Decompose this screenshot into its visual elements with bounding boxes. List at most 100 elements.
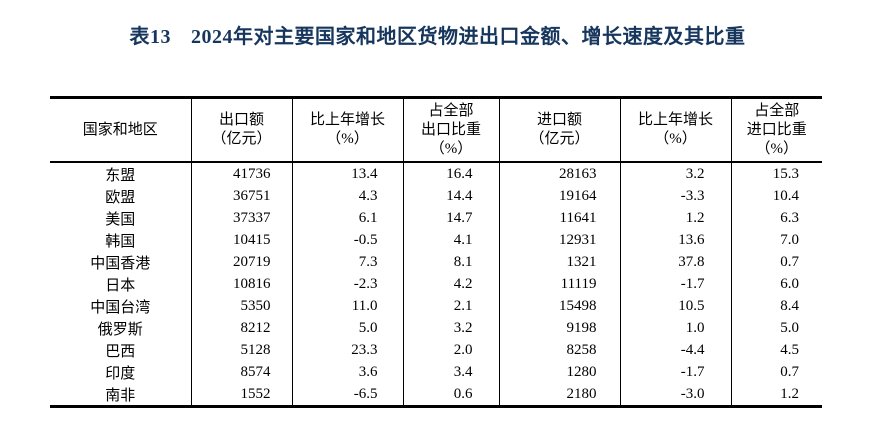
region-cell: 南非 (105, 387, 136, 404)
table-row: 中国台湾 5350 11.0 2.1 15498 10.5 8.4 (50, 295, 822, 317)
value-cell: 20719 (190, 251, 292, 273)
header-cell-region: 国家和地区 (50, 97, 191, 163)
header-line: 占全部 (428, 102, 474, 119)
value-cell: -2.3 (291, 273, 403, 295)
header-line: 进口额 (536, 112, 582, 128)
value-cell: 0.7 (730, 251, 822, 273)
value-cell: 11.0 (291, 295, 403, 317)
header-cell-export-share: 占全部出口比重 （%） (402, 97, 499, 163)
table-row: 欧盟 36751 4.3 14.4 19164 -3.3 10.4 (50, 185, 822, 207)
value-cell: 4.2 (402, 273, 499, 295)
header-cell-import-share: 占全部 进口比重 （%） (730, 97, 822, 163)
region-cell: 韩国 (105, 233, 136, 250)
value-cell: 2.0 (402, 339, 499, 361)
value-cell: 23.3 (291, 339, 403, 361)
header-line: 比上年增长 (637, 112, 713, 128)
value-cell: 16.4 (402, 162, 499, 185)
value-cell: -4.4 (619, 339, 731, 361)
value-cell: 13.6 (619, 229, 731, 251)
table-row: 东盟 41736 13.4 16.4 28163 3.2 15.3 (50, 162, 822, 185)
region-cell: 美国 (105, 211, 136, 228)
value-cell: 4.3 (291, 185, 403, 207)
header-line: （%） (654, 131, 697, 147)
region-cell: 印度 (105, 365, 136, 382)
value-cell: 8574 (190, 361, 292, 383)
header-cell-import-value: 进口额 （亿元） (498, 97, 620, 163)
value-cell: -0.5 (291, 229, 403, 251)
region-cell: 俄罗斯 (97, 321, 143, 338)
table-row: 美国 37337 6.1 14.7 11641 1.2 6.3 (50, 207, 822, 229)
value-cell: 8212 (190, 317, 292, 339)
value-cell: 1321 (498, 251, 620, 273)
value-cell: 8.1 (402, 251, 499, 273)
header-line: （%） (429, 140, 473, 157)
value-cell: 7.0 (730, 229, 822, 251)
value-cell: 10.4 (730, 185, 822, 207)
value-cell: -1.7 (619, 273, 731, 295)
table-row: 南非 1552 -6.5 0.6 2180 -3.0 1.2 (50, 383, 822, 407)
value-cell: 5.0 (730, 317, 822, 339)
header-line: 出口额 (218, 112, 264, 128)
value-cell: 2.1 (402, 295, 499, 317)
value-cell: 10.5 (619, 295, 731, 317)
value-cell: 11641 (498, 207, 620, 229)
value-cell: -3.0 (619, 383, 731, 407)
header-line: 出口比重 (420, 121, 481, 138)
value-cell: 3.2 (619, 162, 731, 185)
table-row: 印度 8574 3.6 3.4 1280 -1.7 0.7 (50, 361, 822, 383)
value-cell: 5128 (190, 339, 292, 361)
value-cell: 11119 (498, 273, 620, 295)
value-cell: 8258 (498, 339, 620, 361)
page-title: 表13 2024年对主要国家和地区货物进出口金额、增长速度及其比重 (0, 0, 875, 49)
value-cell: 1.0 (619, 317, 731, 339)
value-cell: 36751 (190, 185, 292, 207)
header-line: （亿元） (211, 131, 272, 147)
value-cell: 0.6 (402, 383, 499, 407)
value-cell: 3.4 (402, 361, 499, 383)
region-cell: 日本 (105, 277, 136, 294)
value-cell: 4.1 (402, 229, 499, 251)
value-cell: 12931 (498, 229, 620, 251)
value-cell: 6.3 (730, 207, 822, 229)
value-cell: 8.4 (730, 295, 822, 317)
title-text: 2024年对主要国家和地区货物进出口金额、增长速度及其比重 (191, 26, 746, 48)
value-cell: 1.2 (730, 383, 822, 407)
value-cell: -3.3 (619, 185, 731, 207)
value-cell: 0.7 (730, 361, 822, 383)
value-cell: 6.0 (730, 273, 822, 295)
value-cell: 1280 (498, 361, 620, 383)
header-line: （亿元） (529, 131, 590, 147)
value-cell: 19164 (498, 185, 620, 207)
value-cell: 1552 (190, 383, 292, 407)
table-row: 日本 10816 -2.3 4.2 11119 -1.7 6.0 (50, 273, 822, 295)
header-cell-export-growth: 比上年增长 （%） (291, 97, 403, 163)
value-cell: 10415 (190, 229, 292, 251)
value-cell: 13.4 (291, 162, 403, 185)
value-cell: 5.0 (291, 317, 403, 339)
value-cell: 37.8 (619, 251, 731, 273)
table-row: 巴西 5128 23.3 2.0 8258 -4.4 4.5 (50, 339, 822, 361)
header-cell-import-growth: 比上年增长 （%） (619, 97, 731, 163)
value-cell: 5350 (190, 295, 292, 317)
value-cell: 15498 (498, 295, 620, 317)
value-cell: 28163 (498, 162, 620, 185)
header-line: （%） (755, 140, 799, 157)
table-row: 韩国 10415 -0.5 4.1 12931 13.6 7.0 (50, 229, 822, 251)
region-cell: 中国香港 (90, 255, 151, 272)
value-cell: 3.6 (291, 361, 403, 383)
table-row: 俄罗斯 8212 5.0 3.2 9198 1.0 5.0 (50, 317, 822, 339)
value-cell: -6.5 (291, 383, 403, 407)
header-line: 国家和地区 (82, 121, 158, 138)
title-label: 表13 (129, 26, 171, 48)
value-cell: 37337 (190, 207, 292, 229)
region-cell: 巴西 (105, 343, 136, 360)
value-cell: 6.1 (291, 207, 403, 229)
region-cell: 欧盟 (105, 189, 136, 206)
table-header-row: 国家和地区 出口额 （亿元） 比上年增长 （%） 占全部 出口比重 （%） 进口额 （亿元） 比上年… (50, 97, 822, 163)
value-cell: -1.7 (619, 361, 731, 383)
header-line: （%） (326, 131, 369, 147)
value-cell: 10816 (190, 273, 292, 295)
value-cell: 14.4 (402, 185, 499, 207)
region-cell: 东盟 (105, 167, 136, 184)
